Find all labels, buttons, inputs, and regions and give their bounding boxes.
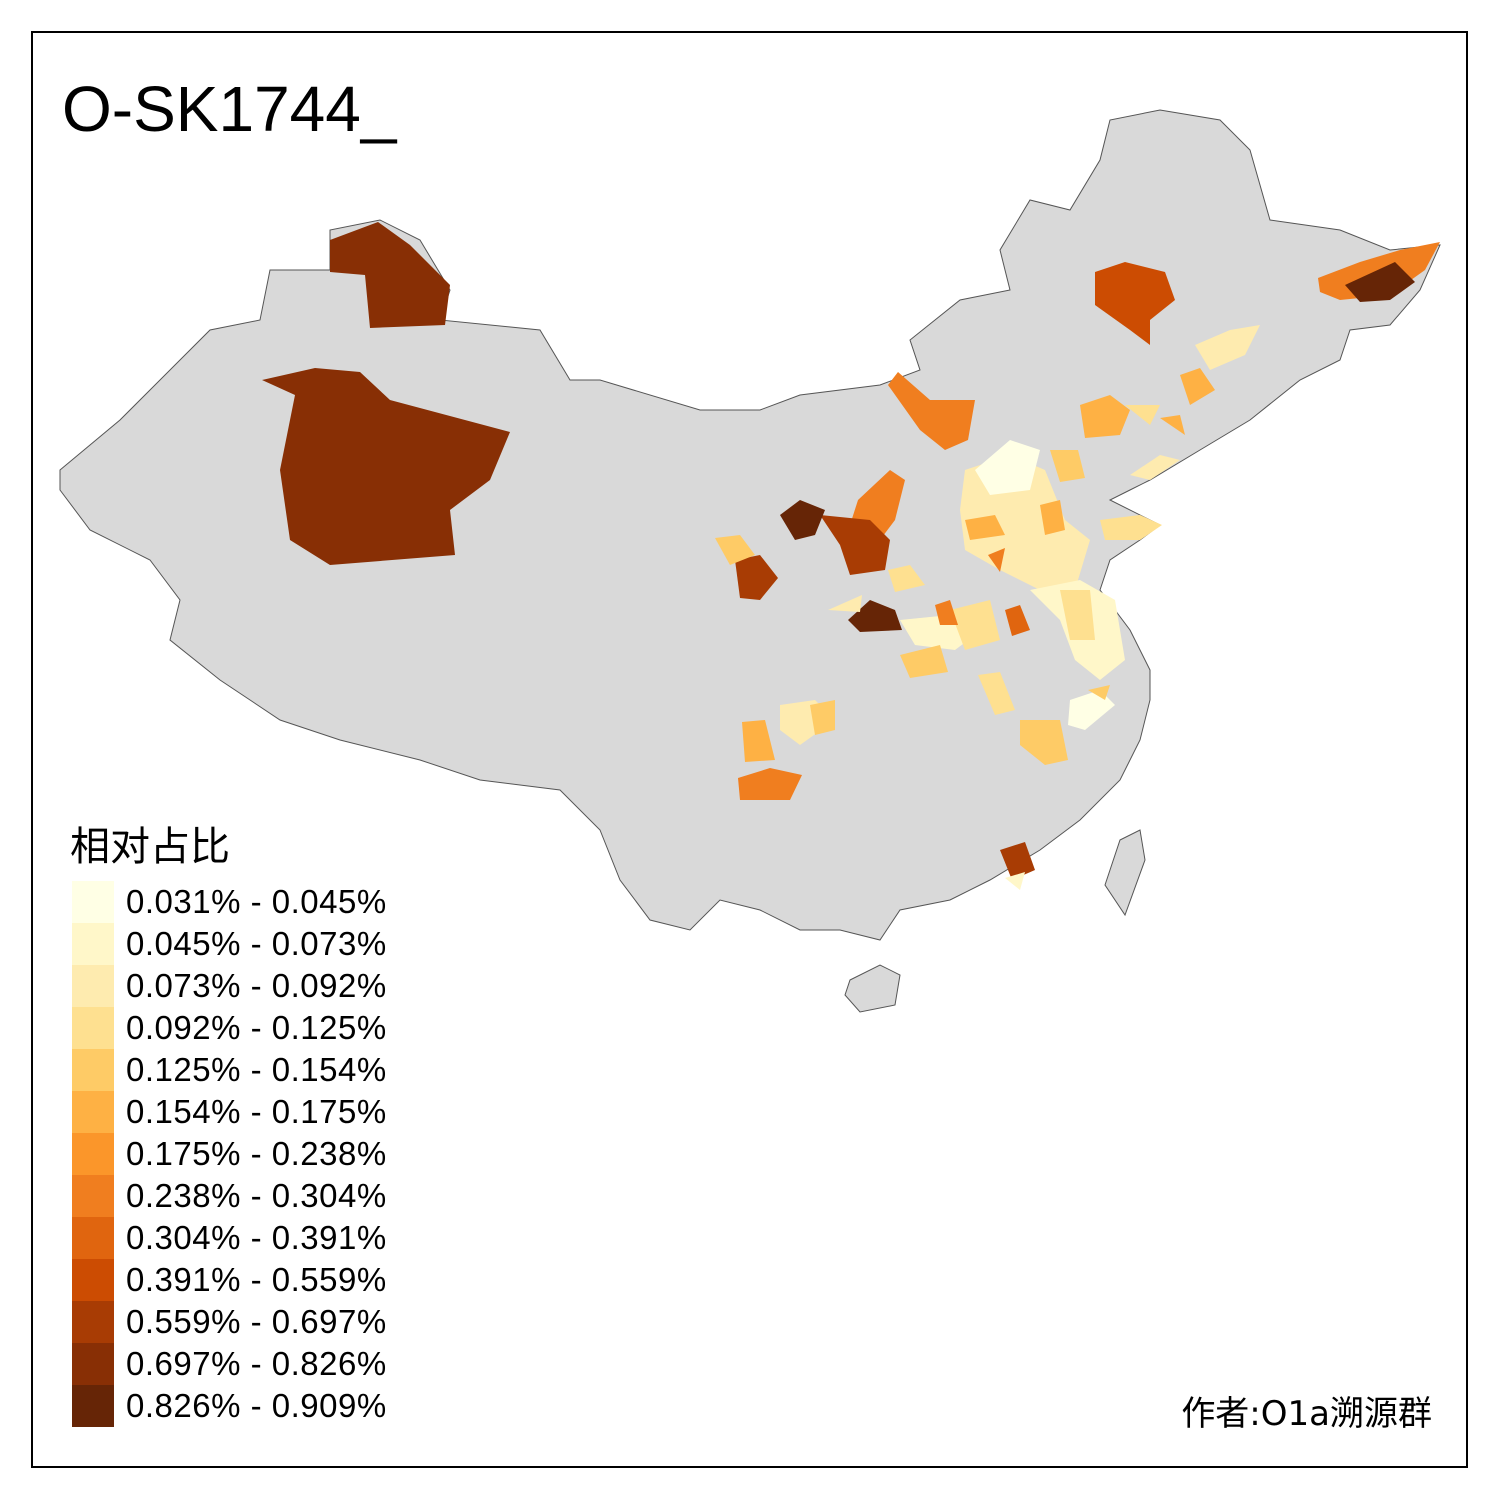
region-0.154-0.175 [1180, 368, 1215, 405]
region-0.125-0.154 [900, 645, 948, 678]
legend-item: 0.238% - 0.304% [72, 1175, 387, 1217]
legend-swatch [72, 881, 114, 923]
region-0.125-0.154 [715, 535, 755, 565]
region-0.697-0.826 [330, 222, 450, 328]
legend-swatch [72, 1091, 114, 1133]
legend-swatch [72, 1259, 114, 1301]
region-0.031-0.045 [975, 440, 1040, 495]
region-0.092-0.125 [888, 565, 925, 592]
legend-label: 0.092% - 0.125% [126, 1009, 387, 1046]
region-0.092-0.125 [950, 600, 1000, 650]
legend-label: 0.073% - 0.092% [126, 967, 387, 1004]
legend-swatch [72, 965, 114, 1007]
region-0.154-0.175 [1040, 500, 1065, 535]
region-0.238-0.304 [988, 548, 1005, 572]
legend-item: 0.092% - 0.125% [72, 1007, 387, 1049]
china-base-region [59, 109, 1441, 941]
legend-label: 0.559% - 0.697% [126, 1303, 387, 1340]
legend-label: 0.045% - 0.073% [126, 925, 387, 962]
region-0.092-0.125 [1125, 405, 1160, 425]
legend-label: 0.175% - 0.238% [126, 1135, 387, 1172]
region-0.073-0.092 [1130, 455, 1180, 480]
legend-swatch [72, 1175, 114, 1217]
legend-item: 0.391% - 0.559% [72, 1259, 387, 1301]
region-0.154-0.175 [1080, 395, 1130, 438]
taiwan-island [1104, 829, 1146, 917]
map-frame [31, 31, 1468, 1468]
region-0.073-0.092 [828, 595, 862, 612]
region-0.697-0.826 [262, 368, 510, 565]
legend-label: 0.031% - 0.045% [126, 883, 387, 920]
region-0.073-0.092 [1195, 325, 1260, 370]
legend-label: 0.304% - 0.391% [126, 1219, 387, 1256]
legend-item: 0.125% - 0.154% [72, 1049, 387, 1091]
legend-item: 0.031% - 0.045% [72, 881, 387, 923]
legend-label: 0.154% - 0.175% [126, 1093, 387, 1130]
region-0.238-0.304 [738, 768, 802, 800]
legend-item: 0.826% - 0.909% [72, 1385, 387, 1427]
region-0.092-0.125 [978, 672, 1015, 715]
region-0.092-0.125 [1100, 515, 1162, 540]
legend-item: 0.175% - 0.238% [72, 1133, 387, 1175]
author-credit: 作者:O1a溯源群 [1181, 1394, 1432, 1434]
region-0.238-0.304 [888, 372, 975, 450]
legend-item: 0.697% - 0.826% [72, 1343, 387, 1385]
legend-swatch [72, 923, 114, 965]
legend-swatch [72, 1217, 114, 1259]
map-title: O-SK1744_ [62, 73, 397, 145]
legend-label: 0.391% - 0.559% [126, 1261, 387, 1298]
region-0.391-0.559 [1095, 262, 1175, 345]
legend-swatch [72, 1133, 114, 1175]
region-0.559-0.697 [1000, 842, 1035, 880]
legend-item: 0.559% - 0.697% [72, 1301, 387, 1343]
region-0.125-0.154 [1050, 450, 1085, 482]
region-0.125-0.154 [1020, 720, 1068, 765]
region-0.826-0.909 [848, 600, 902, 632]
legend-swatch [72, 1385, 114, 1427]
legend-label: 0.125% - 0.154% [126, 1051, 387, 1088]
legend-label: 0.826% - 0.909% [126, 1387, 387, 1424]
legend-label: 0.238% - 0.304% [126, 1177, 387, 1214]
region-0.154-0.175 [1160, 415, 1185, 435]
region-0.826-0.909 [1345, 262, 1415, 302]
region-0.559-0.697 [735, 555, 778, 600]
region-0.238-0.304 [935, 600, 958, 625]
region-0.154-0.175 [742, 720, 775, 762]
region-0.304-0.391 [1005, 605, 1030, 636]
legend-item: 0.154% - 0.175% [72, 1091, 387, 1133]
legend-item: 0.045% - 0.073% [72, 923, 387, 965]
legend-swatch [72, 1343, 114, 1385]
hainan-island [844, 964, 901, 1013]
region-0.031-0.045 [1068, 690, 1115, 730]
region-0.559-0.697 [820, 515, 890, 575]
region-0.125-0.154 [810, 700, 835, 735]
legend-swatch [72, 1007, 114, 1049]
legend-title: 相对占比 [70, 824, 230, 870]
region-0.045-0.073 [1005, 872, 1025, 890]
legend-item: 0.073% - 0.092% [72, 965, 387, 1007]
region-0.092-0.125 [1060, 590, 1095, 640]
legend-item: 0.304% - 0.391% [72, 1217, 387, 1259]
legend-label: 0.697% - 0.826% [126, 1345, 387, 1382]
legend-swatch [72, 1301, 114, 1343]
region-0.154-0.175 [965, 515, 1005, 540]
legend: 0.031% - 0.045% 0.045% - 0.073% 0.073% - 0… [72, 881, 387, 1427]
region-0.826-0.909 [780, 500, 825, 540]
legend-swatch [72, 1049, 114, 1091]
region-0.125-0.154 [1088, 685, 1110, 700]
